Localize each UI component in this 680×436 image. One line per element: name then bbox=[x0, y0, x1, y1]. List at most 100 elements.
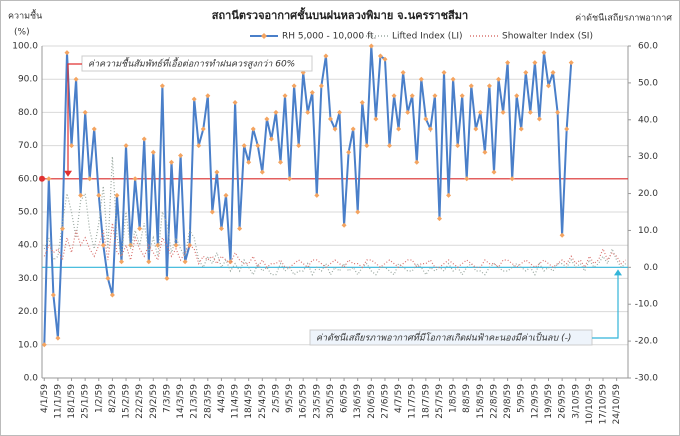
x-tick-label: 23/5/59 bbox=[312, 384, 322, 419]
x-tick-label: 13/6/59 bbox=[353, 384, 363, 419]
point-marker bbox=[296, 143, 302, 149]
x-tick-label: 20/6/59 bbox=[367, 384, 377, 419]
point-marker bbox=[59, 226, 65, 232]
point-marker bbox=[250, 126, 256, 132]
x-tick-label: 8/2/59 bbox=[108, 384, 118, 413]
point-marker bbox=[377, 53, 383, 59]
point-marker bbox=[496, 76, 502, 82]
point-marker bbox=[287, 176, 293, 182]
annotation-arrow bbox=[592, 271, 619, 339]
point-marker bbox=[159, 83, 165, 89]
x-tick-label: 25/1/59 bbox=[81, 384, 91, 419]
point-marker bbox=[382, 56, 388, 62]
point-marker bbox=[373, 116, 379, 122]
x-tick-label: 4/4/59 bbox=[217, 384, 227, 413]
point-marker bbox=[464, 176, 470, 182]
point-marker bbox=[241, 143, 247, 149]
y-tick-label: 40.0 bbox=[18, 241, 38, 251]
x-tick-label: 4/7/59 bbox=[394, 384, 404, 413]
y-axis-label: ความชื้น bbox=[8, 9, 42, 22]
x-tick-label: 10/10/59 bbox=[585, 384, 595, 425]
point-marker bbox=[191, 96, 197, 102]
y2-tick-label: -20.0 bbox=[635, 337, 659, 347]
point-marker bbox=[64, 50, 70, 56]
point-marker bbox=[55, 335, 61, 341]
legend-marker bbox=[261, 33, 267, 39]
point-marker bbox=[491, 169, 497, 175]
point-marker bbox=[100, 242, 106, 248]
y2-axis-label: ค่าดัชนีเสถียรภาพอากาศ bbox=[575, 13, 672, 24]
point-marker bbox=[282, 93, 288, 99]
point-marker bbox=[50, 292, 56, 298]
point-marker bbox=[318, 83, 324, 89]
x-tick-label: 4/1/59 bbox=[40, 384, 50, 413]
y-tick-label: 60.0 bbox=[18, 174, 38, 184]
annotation-arrow bbox=[67, 63, 82, 175]
x-tick-label: 19/9/59 bbox=[544, 384, 554, 419]
x-tick-label: 24/10/59 bbox=[612, 384, 622, 425]
y-tick-label: 90.0 bbox=[18, 75, 38, 85]
x-tick-label: 22/8/59 bbox=[489, 384, 499, 419]
x-tick-label: 28/3/59 bbox=[203, 384, 213, 419]
y2-tick-label: 40.0 bbox=[638, 115, 658, 125]
y-tick-label: 80.0 bbox=[18, 108, 38, 118]
point-marker bbox=[223, 192, 229, 198]
x-tick-label: 17/10/59 bbox=[599, 384, 609, 425]
point-marker bbox=[355, 209, 361, 215]
point-marker bbox=[455, 143, 461, 149]
point-marker bbox=[255, 143, 261, 149]
x-tick-label: 2/5/59 bbox=[271, 384, 281, 413]
point-marker bbox=[509, 176, 515, 182]
point-marker bbox=[555, 109, 561, 115]
point-marker bbox=[273, 109, 279, 115]
x-tick-label: 18/4/59 bbox=[244, 384, 254, 419]
point-marker bbox=[391, 93, 397, 99]
point-marker bbox=[91, 126, 97, 132]
point-marker bbox=[150, 149, 156, 155]
point-marker bbox=[441, 70, 447, 76]
x-tick-label: 15/8/59 bbox=[476, 384, 486, 419]
point-marker bbox=[500, 109, 506, 115]
x-tick-label: 7/3/59 bbox=[162, 384, 172, 413]
point-marker bbox=[564, 126, 570, 132]
x-tick-label: 9/5/59 bbox=[285, 384, 295, 413]
point-marker bbox=[409, 93, 415, 99]
y2-tick-label: 10.0 bbox=[638, 226, 658, 236]
point-marker bbox=[418, 76, 424, 82]
point-marker bbox=[214, 169, 220, 175]
point-marker bbox=[96, 192, 102, 198]
point-marker bbox=[123, 143, 129, 149]
point-marker bbox=[168, 159, 174, 165]
point-marker bbox=[105, 275, 111, 281]
point-marker bbox=[73, 76, 79, 82]
y-tick-label: 50.0 bbox=[18, 208, 38, 218]
x-tick-label: 1/8/59 bbox=[449, 384, 459, 413]
x-tick-label: 8/8/59 bbox=[462, 384, 472, 413]
point-marker bbox=[486, 83, 492, 89]
point-marker bbox=[173, 242, 179, 248]
y2-tick-label: 30.0 bbox=[638, 152, 658, 162]
point-marker bbox=[527, 109, 533, 115]
point-marker bbox=[305, 109, 311, 115]
y-tick-label: 20.0 bbox=[18, 307, 38, 317]
point-marker bbox=[536, 116, 542, 122]
point-marker bbox=[46, 176, 52, 182]
point-marker bbox=[246, 159, 252, 165]
point-marker bbox=[337, 109, 343, 115]
y-tick-label: 0.0 bbox=[24, 374, 39, 384]
x-tick-label: 18/7/59 bbox=[421, 384, 431, 419]
series-line bbox=[43, 156, 627, 277]
point-marker bbox=[137, 226, 143, 232]
y-tick-label: 70.0 bbox=[18, 141, 38, 151]
point-marker bbox=[427, 126, 433, 132]
y2-tick-label: -30.0 bbox=[635, 374, 659, 384]
x-tick-label: 11/7/59 bbox=[408, 384, 418, 419]
point-marker bbox=[568, 60, 574, 66]
point-marker bbox=[178, 153, 184, 159]
point-marker bbox=[146, 259, 152, 265]
point-marker bbox=[259, 169, 265, 175]
point-marker bbox=[436, 216, 442, 222]
point-marker bbox=[350, 126, 356, 132]
y-tick-label: 100.0 bbox=[12, 42, 38, 52]
y2-tick-label: -10.0 bbox=[635, 300, 659, 310]
